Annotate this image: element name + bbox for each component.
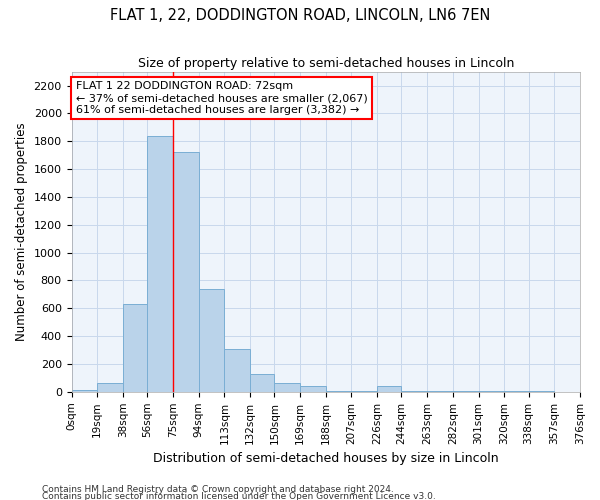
Bar [71, 390, 97, 392]
Text: Contains public sector information licensed under the Open Government Licence v3: Contains public sector information licen… [42, 492, 436, 500]
Bar [300, 386, 326, 392]
Bar [147, 136, 173, 392]
Bar [453, 391, 479, 392]
Bar [479, 391, 504, 392]
Text: FLAT 1 22 DODDINGTON ROAD: 72sqm
← 37% of semi-detached houses are smaller (2,06: FLAT 1 22 DODDINGTON ROAD: 72sqm ← 37% o… [76, 82, 367, 114]
Bar [250, 374, 274, 392]
Bar [97, 384, 123, 392]
Bar [274, 383, 300, 392]
Y-axis label: Number of semi-detached properties: Number of semi-detached properties [15, 122, 28, 341]
Bar [529, 391, 554, 392]
Bar [352, 391, 377, 392]
Bar [123, 304, 147, 392]
Bar [173, 152, 199, 392]
Bar [326, 391, 352, 392]
Bar [199, 289, 224, 392]
Bar [427, 391, 453, 392]
Bar [224, 350, 250, 392]
Title: Size of property relative to semi-detached houses in Lincoln: Size of property relative to semi-detach… [137, 58, 514, 70]
Text: Contains HM Land Registry data © Crown copyright and database right 2024.: Contains HM Land Registry data © Crown c… [42, 486, 394, 494]
Bar [504, 391, 529, 392]
Bar [377, 386, 401, 392]
Text: FLAT 1, 22, DODDINGTON ROAD, LINCOLN, LN6 7EN: FLAT 1, 22, DODDINGTON ROAD, LINCOLN, LN… [110, 8, 490, 22]
X-axis label: Distribution of semi-detached houses by size in Lincoln: Distribution of semi-detached houses by … [153, 452, 499, 465]
Bar [401, 391, 427, 392]
